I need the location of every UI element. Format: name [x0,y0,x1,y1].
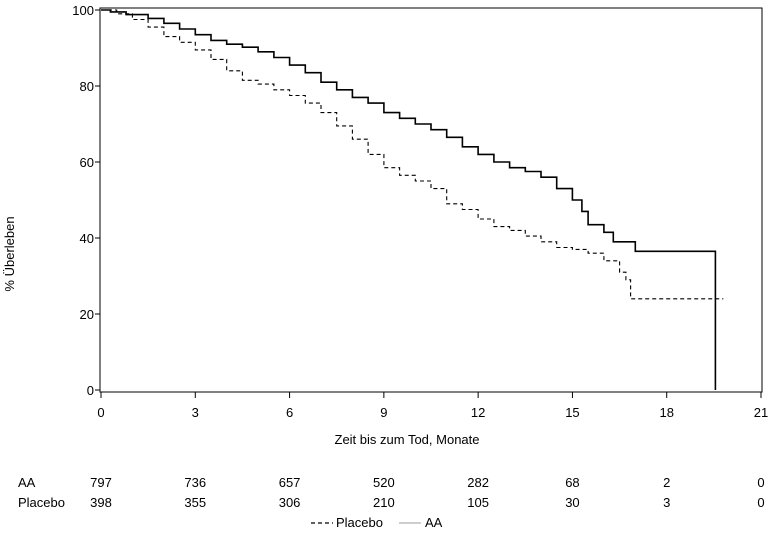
y-tick-label: 0 [87,383,94,398]
y-tick-label: 40 [80,231,94,246]
risk-count: 398 [90,495,112,510]
x-axis-label: Zeit bis zum Tod, Monate [335,432,480,447]
y-tick-label: 60 [80,155,94,170]
risk-count: 736 [184,475,206,490]
y-tick-label: 100 [72,3,94,18]
x-axis: 0 3 6 9 12 15 18 21 [97,392,768,420]
legend-label-placebo: Placebo [336,515,383,530]
y-tick-label: 80 [80,79,94,94]
x-tick-label: 9 [380,405,387,420]
y-tick-label: 20 [80,307,94,322]
y-axis-label: % Überleben [2,216,17,291]
risk-count: 2 [663,475,670,490]
curve-aa [101,9,717,390]
risk-count: 105 [467,495,489,510]
legend: Placebo AA [311,515,443,530]
risk-count: 30 [565,495,579,510]
x-tick-label: 0 [97,405,104,420]
risk-count: 797 [90,475,112,490]
plot-frame [99,7,763,393]
risk-row-label: AA [18,475,36,490]
risk-count: 210 [373,495,395,510]
risk-table: AA 797 736 657 520 282 68 2 0 Placebo 398 355 306 210… [18,475,765,510]
risk-count: 68 [565,475,579,490]
risk-count: 355 [184,495,206,510]
risk-count: 0 [757,495,764,510]
survival-curves [101,9,724,390]
risk-count: 657 [279,475,301,490]
x-tick-label: 3 [192,405,199,420]
x-tick-label: 6 [286,405,293,420]
x-tick-label: 15 [565,405,579,420]
risk-count: 0 [757,475,764,490]
risk-count: 306 [279,495,301,510]
x-tick-label: 12 [471,405,485,420]
legend-label-aa: AA [425,515,443,530]
risk-count: 520 [373,475,395,490]
x-tick-label: 18 [659,405,673,420]
risk-count: 282 [467,475,489,490]
risk-count: 3 [663,495,670,510]
curve-placebo [101,9,724,300]
risk-row-label: Placebo [18,495,65,510]
y-axis: 0 20 40 60 80 100 [72,3,100,398]
x-tick-label: 21 [754,405,768,420]
